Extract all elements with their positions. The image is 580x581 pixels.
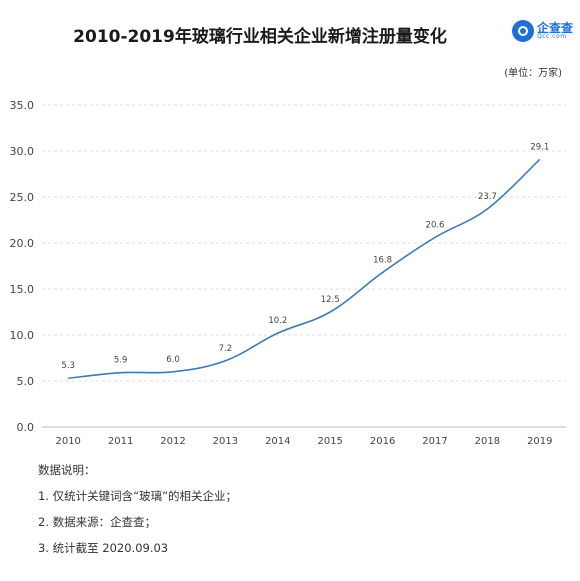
x-tick-label: 2010 xyxy=(55,436,80,447)
x-tick-label: 2012 xyxy=(160,436,185,447)
y-tick-label: 30.0 xyxy=(10,145,35,158)
y-tick-label: 25.0 xyxy=(10,191,35,204)
logo-mark-icon xyxy=(512,20,534,42)
x-tick-label: 2017 xyxy=(422,436,447,447)
logo-domain: Qcc.com xyxy=(537,33,567,41)
y-tick-label: 35.0 xyxy=(10,99,35,112)
data-label: 10.2 xyxy=(268,316,287,326)
x-tick-label: 2016 xyxy=(370,436,395,447)
series-line xyxy=(68,158,541,380)
x-tick-label: 2013 xyxy=(213,436,238,447)
x-tick-label: 2015 xyxy=(317,436,342,447)
chart-title: 2010-2019年玻璃行业相关企业新增注册量变化 xyxy=(73,27,447,47)
x-tick-label: 2011 xyxy=(108,436,133,447)
unit-label: (单位：万家) xyxy=(504,68,562,79)
note-item: 2. 数据来源：企查查； xyxy=(38,515,157,529)
x-tick-label: 2019 xyxy=(527,436,552,447)
y-tick-label: 20.0 xyxy=(10,237,35,250)
x-tick-label: 2018 xyxy=(475,436,500,447)
note-item: 1. 仅统计关键词含“玻璃”的相关企业； xyxy=(38,489,238,503)
line-chart: 0.0 5.0 10.0 15.0 20.0 25.0 30.0 35.0 2010 2011 20… xyxy=(10,99,566,447)
data-label: 16.8 xyxy=(373,255,392,265)
data-notes: 数据说明： 1. 仅统计关键词含“玻璃”的相关企业； 2. 数据来源：企查查； … xyxy=(38,462,237,566)
y-tick-label: 0.0 xyxy=(17,421,35,434)
x-tick-label: 2014 xyxy=(265,436,290,447)
notes-heading: 数据说明： xyxy=(38,463,96,477)
data-label: 5.9 xyxy=(114,356,128,366)
data-label: 5.3 xyxy=(61,361,75,371)
y-tick-label: 5.0 xyxy=(17,375,35,388)
data-label: 29.1 xyxy=(530,142,549,152)
data-label: 23.7 xyxy=(478,192,497,202)
y-tick-label: 15.0 xyxy=(10,283,35,296)
data-label: 20.6 xyxy=(426,220,445,230)
data-label: 6.0 xyxy=(166,355,180,365)
qichacha-logo: 企查查 Qcc.com xyxy=(512,20,573,42)
data-label: 12.5 xyxy=(321,295,340,305)
note-item: 3. 统计截至 2020.09.03 xyxy=(38,541,169,555)
y-tick-label: 10.0 xyxy=(10,329,35,342)
data-label: 7.2 xyxy=(219,344,233,354)
logo-name: 企查查 xyxy=(537,20,574,35)
